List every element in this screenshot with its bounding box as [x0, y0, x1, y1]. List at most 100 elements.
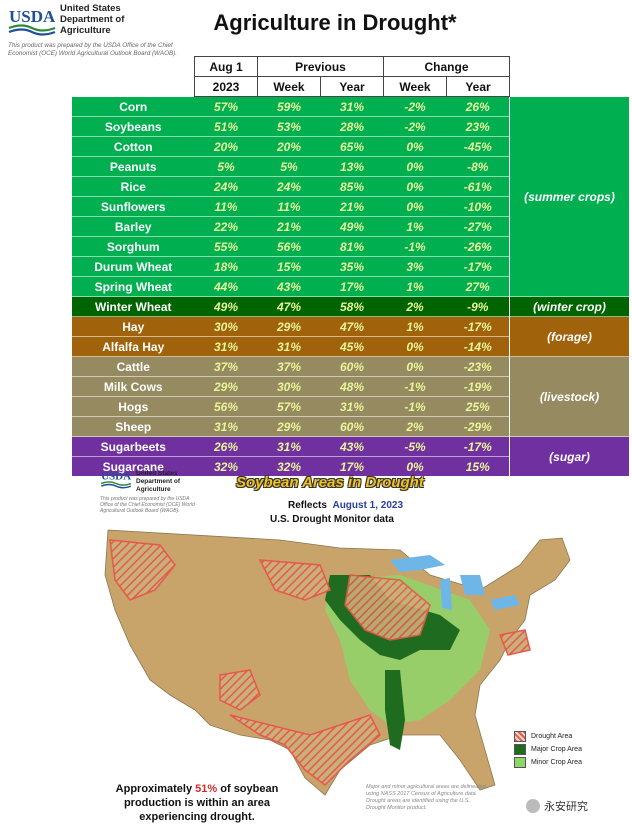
table-row: Sheep 31% 29% 60% 2% -29%	[72, 416, 629, 437]
approx-pct: 51%	[195, 783, 218, 795]
map-title: Soybean Areas in Drought	[236, 474, 424, 491]
soybean-drought-summary: Approximately 51% of soybean production …	[108, 782, 286, 824]
table-row: Corn 57% 59% 31% -2% 26% (summer crops)	[72, 96, 629, 297]
col-aug1: Aug 1	[194, 56, 258, 77]
col-change: Change	[383, 56, 510, 77]
value-prev-year: 47%	[320, 316, 384, 337]
value-prev-week: 11%	[257, 196, 321, 217]
legend-label: Drought Area	[531, 733, 573, 740]
value-aug1: 32%	[194, 456, 258, 476]
value-prev-year: 31%	[320, 96, 384, 117]
value-aug1: 49%	[194, 296, 258, 317]
value-aug1: 44%	[194, 276, 258, 297]
value-chg-week: 0%	[383, 456, 447, 476]
value-aug1: 55%	[194, 236, 258, 257]
value-prev-year: 28%	[320, 116, 384, 137]
value-prev-week: 29%	[257, 316, 321, 337]
legend-label: Minor Crop Area	[531, 759, 582, 766]
col-chg-week: Week	[383, 76, 447, 97]
value-aug1: 18%	[194, 256, 258, 277]
table-row: Rice 24% 24% 85% 0% -61%	[72, 176, 629, 197]
value-aug1: 56%	[194, 396, 258, 417]
header-row-1: Aug 1 Previous Change	[72, 56, 629, 77]
crop-name: Sorghum	[72, 236, 195, 257]
col-prev-year: Year	[320, 76, 384, 97]
crop-name: Winter Wheat	[72, 296, 195, 317]
crop-name: Soybeans	[72, 116, 195, 137]
crop-name: Hay	[72, 316, 195, 337]
value-chg-year: -17%	[446, 256, 510, 277]
crop-name: Spring Wheat	[72, 276, 195, 297]
value-chg-year: -8%	[446, 156, 510, 177]
col-chg-year: Year	[446, 76, 510, 97]
col-previous: Previous	[257, 56, 384, 77]
value-prev-year: 45%	[320, 336, 384, 357]
col-prev-week: Week	[257, 76, 321, 97]
header-row-2: 2023 Week Year Week Year	[72, 76, 629, 97]
value-chg-week: 1%	[383, 216, 447, 237]
group-label: (livestock)	[509, 356, 629, 437]
table-row: Soybeans 51% 53% 28% -2% 23%	[72, 116, 629, 137]
usda-small-note: This product was prepared by the USDA Of…	[100, 496, 195, 514]
value-chg-week: 3%	[383, 256, 447, 277]
value-prev-week: 53%	[257, 116, 321, 137]
drought-area-northeast	[498, 629, 531, 656]
group-label: (winter crop)	[509, 296, 629, 317]
value-aug1: 29%	[194, 376, 258, 397]
crop-name: Sugarcane	[72, 456, 195, 476]
drought-table: Aug 1 Previous Change 2023 Week Year Wee…	[72, 56, 629, 476]
value-prev-week: 43%	[257, 276, 321, 297]
table-row: Cotton 20% 20% 65% 0% -45%	[72, 136, 629, 157]
value-chg-year: -14%	[446, 336, 510, 357]
crop-name: Cotton	[72, 136, 195, 157]
crop-name: Corn	[72, 96, 195, 117]
value-chg-week: 2%	[383, 416, 447, 437]
drought-area-southwest	[219, 669, 261, 711]
legend-swatch	[514, 757, 526, 768]
value-prev-year: 85%	[320, 176, 384, 197]
value-prev-week: 30%	[257, 376, 321, 397]
legend-item: Minor Crop Area	[514, 756, 582, 769]
value-chg-week: 1%	[383, 316, 447, 337]
value-prev-year: 17%	[320, 456, 384, 476]
value-prev-week: 57%	[257, 396, 321, 417]
value-aug1: 37%	[194, 356, 258, 377]
value-chg-year: -45%	[446, 136, 510, 157]
value-chg-year: -9%	[446, 296, 510, 317]
value-prev-year: 17%	[320, 276, 384, 297]
crop-name: Hogs	[72, 396, 195, 417]
crop-name: Sunflowers	[72, 196, 195, 217]
value-aug1: 26%	[194, 436, 258, 457]
watermark: 永安研究	[526, 798, 588, 814]
value-prev-year: 49%	[320, 216, 384, 237]
legend-label: Major Crop Area	[531, 746, 582, 753]
table-row: Sugarbeets 26% 31% 43% -5% -17% (sugar)	[72, 436, 629, 476]
drought-area-texas-louisiana	[229, 714, 381, 786]
value-aug1: 51%	[194, 116, 258, 137]
wechat-icon	[526, 799, 540, 813]
value-prev-week: 5%	[257, 156, 321, 177]
legend-item: Drought Area	[514, 730, 582, 743]
group-label: (sugar)	[509, 436, 629, 476]
group-label: (summer crops)	[509, 96, 629, 297]
crop-name: Sugarbeets	[72, 436, 195, 457]
value-aug1: 11%	[194, 196, 258, 217]
value-chg-week: -1%	[383, 376, 447, 397]
value-aug1: 57%	[194, 96, 258, 117]
approx-suffix: of soybean production is within an area …	[123, 783, 279, 823]
value-aug1: 5%	[194, 156, 258, 177]
us-drought-map	[104, 529, 571, 796]
table-row: Durum Wheat 18% 15% 35% 3% -17%	[72, 256, 629, 277]
value-prev-week: 20%	[257, 136, 321, 157]
drought-area-northwest	[109, 539, 176, 601]
value-prev-week: 59%	[257, 96, 321, 117]
value-chg-year: 26%	[446, 96, 510, 117]
value-chg-week: 2%	[383, 296, 447, 317]
page-title: Agriculture in Drought*	[213, 10, 457, 35]
value-prev-week: 56%	[257, 236, 321, 257]
crop-name: Peanuts	[72, 156, 195, 177]
crop-name: Cattle	[72, 356, 195, 377]
legend-swatch	[514, 731, 526, 742]
value-prev-week: 29%	[257, 416, 321, 437]
value-aug1: 30%	[194, 316, 258, 337]
